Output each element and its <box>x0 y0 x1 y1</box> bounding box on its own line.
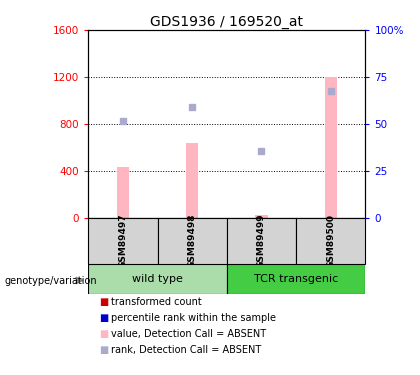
Bar <box>227 264 365 294</box>
Bar <box>296 217 365 264</box>
Text: rank, Detection Call = ABSENT: rank, Detection Call = ABSENT <box>111 345 262 355</box>
Title: GDS1936 / 169520_at: GDS1936 / 169520_at <box>150 15 303 29</box>
Text: ■: ■ <box>99 329 108 339</box>
Bar <box>255 214 268 217</box>
Text: ■: ■ <box>99 297 108 307</box>
Bar <box>117 167 129 217</box>
Text: value, Detection Call = ABSENT: value, Detection Call = ABSENT <box>111 329 266 339</box>
Bar <box>186 142 198 218</box>
Bar <box>88 264 227 294</box>
Bar <box>325 77 337 218</box>
Text: ■: ■ <box>99 345 108 355</box>
Text: GSM89499: GSM89499 <box>257 214 266 268</box>
Text: GSM89500: GSM89500 <box>326 214 335 268</box>
Text: GSM89497: GSM89497 <box>118 214 127 268</box>
Text: GSM89498: GSM89498 <box>188 214 197 268</box>
Text: genotype/variation: genotype/variation <box>4 276 97 285</box>
Bar <box>227 217 296 264</box>
Bar <box>158 217 227 264</box>
Text: transformed count: transformed count <box>111 297 202 307</box>
Text: TCR transgenic: TCR transgenic <box>254 274 338 284</box>
Bar <box>88 217 158 264</box>
Text: percentile rank within the sample: percentile rank within the sample <box>111 313 276 323</box>
Text: wild type: wild type <box>132 274 183 284</box>
Text: ■: ■ <box>99 313 108 323</box>
